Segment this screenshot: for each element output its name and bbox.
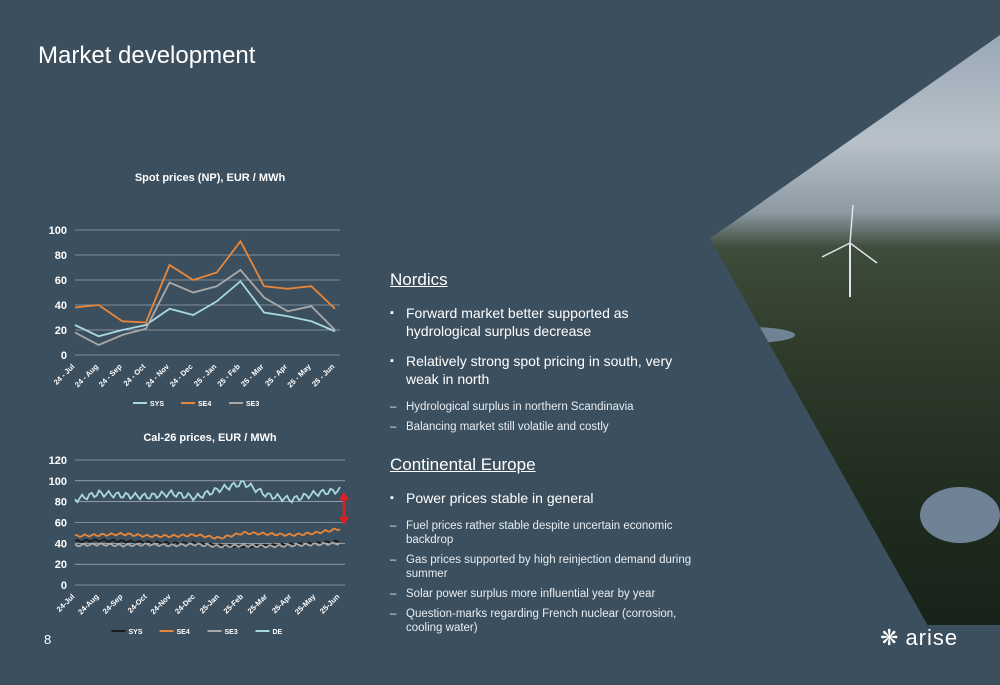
- arrow-down-icon: [339, 517, 349, 525]
- x-tick-label: 24-Nov: [149, 591, 174, 616]
- y-tick-label: 60: [55, 275, 67, 287]
- x-tick-label: 25 - Mar: [239, 362, 265, 388]
- nordics-dash: Hydrological surplus in northern Scandin…: [390, 400, 706, 414]
- y-tick-label: 80: [55, 497, 67, 509]
- y-tick-label: 0: [61, 350, 67, 362]
- legend-label: SE3: [225, 629, 238, 636]
- legend-label: SE4: [198, 401, 211, 408]
- legend-label: SYS: [150, 401, 164, 408]
- x-tick-label: 24-Aug: [76, 592, 101, 617]
- continental-dash: Fuel prices rather stable despite uncert…: [390, 519, 706, 547]
- continental-dash: Solar power surplus more influential yea…: [390, 587, 706, 601]
- series-line-sys: [74, 279, 336, 338]
- series-line-de: [74, 480, 341, 504]
- x-tick-label: 25-Jun: [318, 592, 342, 616]
- x-tick-label: 25 - Jun: [310, 362, 337, 389]
- x-tick-label: 24 - Sep: [97, 362, 124, 389]
- legend-label: SE4: [177, 629, 190, 636]
- x-tick-label: 25 - May: [285, 361, 313, 389]
- page-number: 8: [44, 632, 52, 647]
- y-tick-label: 100: [49, 476, 67, 488]
- x-tick-label: 25-Jan: [198, 592, 221, 615]
- continental-section: Continental Europe Power prices stable i…: [390, 455, 706, 641]
- x-tick-label: 25 - Jan: [192, 362, 218, 388]
- nordics-section: Nordics Forward market better supported …: [390, 270, 706, 440]
- y-tick-label: 20: [55, 559, 67, 571]
- continental-dash: Gas prices supported by high reinjection…: [390, 553, 706, 581]
- arise-logo: ❋ arise: [880, 625, 958, 651]
- x-tick-label: 25-May: [293, 591, 318, 616]
- x-tick-label: 24-Jul: [55, 592, 77, 614]
- continental-bullet: Power prices stable in general: [390, 489, 706, 507]
- x-tick-label: 24-Dec: [173, 592, 197, 616]
- x-tick-label: 25-Feb: [222, 592, 246, 616]
- arise-logo-text: arise: [905, 625, 959, 650]
- x-tick-label: 24-Sep: [101, 592, 125, 616]
- wind-turbine-forest-photo: [710, 35, 1000, 625]
- continental-dash: Question-marks regarding French nuclear …: [390, 607, 706, 635]
- y-tick-label: 120: [49, 455, 67, 467]
- y-tick-label: 40: [55, 538, 67, 550]
- x-tick-label: 24 - Aug: [73, 362, 100, 389]
- cal26-chart-title: Cal-26 prices, EUR / MWh: [143, 432, 277, 444]
- arise-logo-icon: ❋: [880, 625, 900, 650]
- page-title: Market development: [38, 42, 256, 69]
- nordics-bullet: Relatively strong spot pricing in south,…: [390, 352, 706, 388]
- continental-title: Continental Europe: [390, 455, 536, 474]
- y-tick-label: 40: [55, 300, 67, 312]
- arrow-up-icon: [339, 492, 349, 500]
- y-tick-label: 60: [55, 518, 67, 530]
- series-line-se4: [74, 527, 341, 540]
- series-line-se3: [74, 268, 336, 346]
- x-tick-label: 24 - Dec: [168, 362, 195, 389]
- x-tick-label: 24 - Oct: [122, 362, 148, 388]
- nordics-title: Nordics: [390, 270, 448, 289]
- x-tick-label: 24 - Nov: [144, 361, 172, 389]
- y-tick-label: 100: [49, 225, 67, 237]
- legend-label: SYS: [129, 629, 143, 636]
- x-tick-label: 25-Apr: [270, 592, 293, 615]
- nordics-dash: Balancing market still volatile and cost…: [390, 420, 706, 434]
- x-tick-label: 25 - Feb: [215, 362, 242, 389]
- y-tick-label: 80: [55, 250, 67, 262]
- wind-turbine-icon: [710, 204, 1000, 543]
- y-tick-label: 0: [61, 580, 67, 592]
- legend-label: DE: [273, 629, 283, 636]
- series-line-se3: [74, 541, 341, 549]
- series-line-se4: [74, 239, 336, 324]
- legend-label: SE3: [246, 401, 259, 408]
- x-tick-label: 25-Mar: [246, 592, 270, 616]
- x-tick-label: 24-Oct: [126, 592, 149, 615]
- y-tick-label: 20: [55, 325, 67, 337]
- nordics-bullet: Forward market better supported as hydro…: [390, 304, 706, 340]
- spot-chart-title: Spot prices (NP), EUR / MWh: [134, 172, 286, 184]
